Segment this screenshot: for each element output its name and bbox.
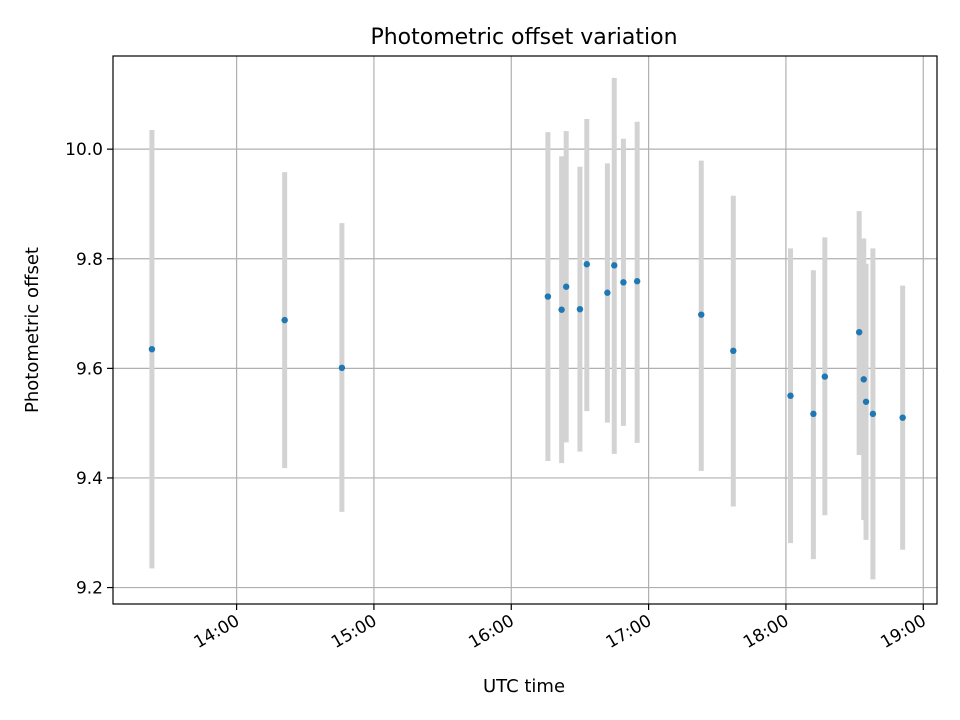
data-point bbox=[855, 328, 863, 336]
x-axis-label: UTC time bbox=[483, 676, 565, 697]
plot-frame bbox=[112, 55, 938, 605]
data-point bbox=[576, 305, 584, 313]
data-point bbox=[810, 410, 817, 418]
y-tick-label: 9.6 bbox=[76, 359, 103, 379]
data-point bbox=[148, 345, 156, 353]
y-tick-label: 9.8 bbox=[76, 250, 103, 270]
data-point bbox=[899, 414, 906, 421]
data-point bbox=[281, 316, 288, 324]
chart-title: Photometric offset variation bbox=[370, 25, 677, 50]
data-point bbox=[730, 347, 737, 355]
data-point bbox=[611, 262, 618, 269]
data-point bbox=[583, 261, 590, 268]
data-point bbox=[558, 306, 565, 313]
data-point bbox=[338, 364, 346, 372]
y-axis-label: Photometric offset bbox=[22, 247, 43, 413]
y-tick-label: 9.2 bbox=[76, 579, 103, 599]
grid bbox=[113, 56, 937, 604]
data-point bbox=[604, 289, 611, 296]
data-point bbox=[544, 293, 552, 300]
data-point bbox=[869, 410, 877, 418]
data-points bbox=[148, 261, 906, 421]
y-axis-ticks: 9.2 9.4 9.6 9.8 10.0 bbox=[65, 140, 113, 599]
data-point bbox=[633, 278, 641, 285]
data-point bbox=[563, 283, 570, 290]
y-tick-label: 10.0 bbox=[65, 140, 103, 160]
data-point bbox=[787, 392, 794, 399]
data-point bbox=[862, 398, 870, 405]
data-point bbox=[860, 376, 867, 383]
data-point bbox=[620, 279, 627, 286]
data-point bbox=[698, 311, 705, 318]
data-point bbox=[821, 373, 829, 380]
y-tick-label: 9.4 bbox=[76, 469, 103, 489]
